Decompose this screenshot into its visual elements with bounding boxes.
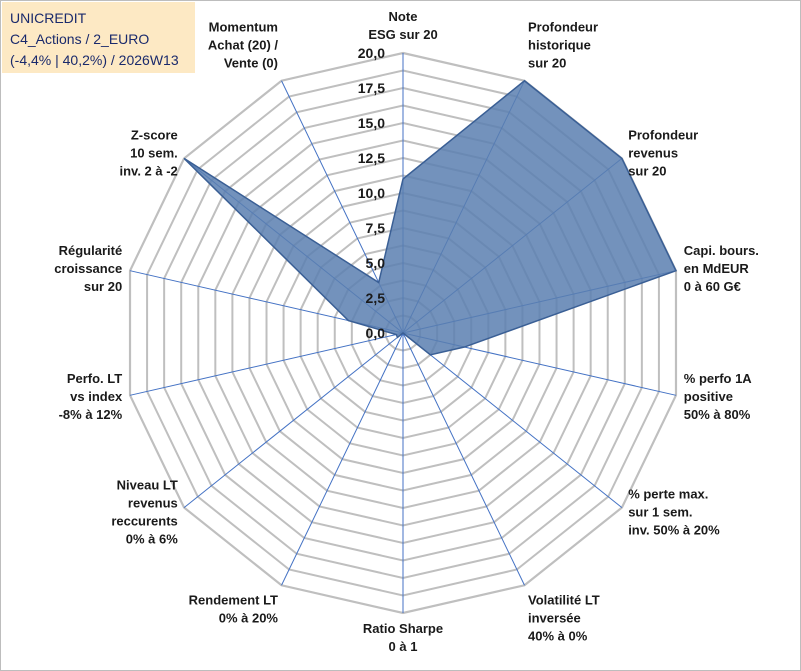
axis-spoke xyxy=(402,332,525,586)
axis-label-line: -8% à 12% xyxy=(59,407,123,422)
axis-label: Capi. bours. en MdEUR 0 à 60 G€ xyxy=(684,243,759,294)
axis-label-line: Momentum xyxy=(209,20,278,35)
axis-label: % perte max. sur 1 sem. inv. 50% à 20% xyxy=(628,487,720,538)
axis-label-line: inversée xyxy=(528,611,581,626)
tick-label: 0,0 xyxy=(366,325,386,341)
axis-label-line: Ratio Sharpe xyxy=(363,621,443,636)
axis-label-line: Rendement LT xyxy=(189,593,278,608)
axis-label-line: % perfo 1A xyxy=(684,371,753,386)
axis-label-line: Achat (20) / xyxy=(208,38,278,53)
axis-label-line: % perte max. xyxy=(628,487,708,502)
axis-label-line: 50% à 80% xyxy=(684,407,751,422)
axis-label-line: 0% à 20% xyxy=(219,611,279,626)
axis-label-line: Perfo. LT xyxy=(67,371,122,386)
info-category: C4_Actions / 2_EURO xyxy=(10,31,150,47)
axis-label-line: sur 20 xyxy=(628,163,666,178)
label-layer: Note ESG sur 20 Profondeur historique sur 20… xyxy=(54,9,759,654)
axis-spoke xyxy=(129,332,404,396)
axis-spoke xyxy=(402,332,623,508)
axis-label: Profondeur historique sur 20 xyxy=(528,20,598,71)
axis-label-line: sur 1 sem. xyxy=(628,505,692,520)
tick-label: 5,0 xyxy=(366,255,386,271)
axis-label-line: 0 à 60 G€ xyxy=(684,279,741,294)
axis-spoke xyxy=(281,332,404,586)
axis-label-line: Régularité xyxy=(59,243,123,258)
axis-label-line: Profondeur xyxy=(528,20,598,35)
info-stats: (-4,4% | 40,2%) / 2026W13 xyxy=(10,52,179,68)
axis-label-line: positive xyxy=(684,389,733,404)
tick-label: 2,5 xyxy=(366,290,386,306)
axis-label-line: 0 à 1 xyxy=(389,639,418,654)
axis-label-line: 40% à 0% xyxy=(528,629,588,644)
axis-label: Régularité croissance sur 20 xyxy=(54,243,122,294)
axis-label-line: Niveau LT xyxy=(117,478,178,493)
axis-spoke xyxy=(183,332,404,508)
axis-label-line: sur 20 xyxy=(528,56,566,71)
axis-label-line: Z-score xyxy=(131,127,178,142)
axis-label-line: sur 20 xyxy=(84,279,122,294)
tick-label: 10,0 xyxy=(358,185,385,201)
tick-label: 7,5 xyxy=(366,220,386,236)
axis-label: Momentum Achat (20) / Vente (0) xyxy=(208,20,278,71)
axis-label-line: historique xyxy=(528,38,591,53)
axis-label-line: 10 sem. xyxy=(130,145,178,160)
tick-label: 17,5 xyxy=(358,80,385,96)
axis-label-line: Volatilité LT xyxy=(528,593,600,608)
tick-label: 15,0 xyxy=(358,115,385,131)
axis-label-line: Capi. bours. xyxy=(684,243,759,258)
axis-label-line: Vente (0) xyxy=(224,56,278,71)
tick-label: 12,5 xyxy=(358,150,385,166)
axis-label-line: Profondeur xyxy=(628,127,698,142)
axis-label: Note ESG sur 20 xyxy=(368,9,437,42)
axis-label-line: inv. 2 à -2 xyxy=(120,163,178,178)
axis-label-line: Note xyxy=(389,9,418,24)
tick-label: 20,0 xyxy=(358,45,385,61)
axis-label-line: inv. 50% à 20% xyxy=(628,523,720,538)
axis-label-line: croissance xyxy=(54,261,122,276)
axis-label-line: vs index xyxy=(70,389,123,404)
axis-label-line: en MdEUR xyxy=(684,261,750,276)
axis-label: Volatilité LT inversée 40% à 0% xyxy=(528,593,600,644)
axis-label: Z-score 10 sem. inv. 2 à -2 xyxy=(120,127,178,178)
axis-label-line: reccurents xyxy=(111,514,177,529)
axis-label: Niveau LT revenus reccurents 0% à 6% xyxy=(111,478,178,547)
axis-label: Ratio Sharpe 0 à 1 xyxy=(363,621,443,654)
axis-label-line: ESG sur 20 xyxy=(368,27,437,42)
info-box: UNICREDIT C4_Actions / 2_EURO (-4,4% | 4… xyxy=(2,2,195,73)
axis-label: Rendement LT 0% à 20% xyxy=(189,593,279,626)
axis-label-line: revenus xyxy=(128,496,178,511)
axis-label: Perfo. LT vs index -8% à 12% xyxy=(59,371,123,422)
tick-layer: 0,0 2,5 5,0 7,5 10,0 12,5 15,0 17,5 20,0 xyxy=(358,45,385,341)
axis-label-line: revenus xyxy=(628,145,678,160)
info-company: UNICREDIT xyxy=(10,10,87,26)
series-layer xyxy=(183,79,678,356)
axis-label: Profondeur revenus sur 20 xyxy=(628,127,698,178)
axis-label: % perfo 1A positive 50% à 80% xyxy=(684,371,753,422)
axis-label-line: 0% à 6% xyxy=(126,532,178,547)
